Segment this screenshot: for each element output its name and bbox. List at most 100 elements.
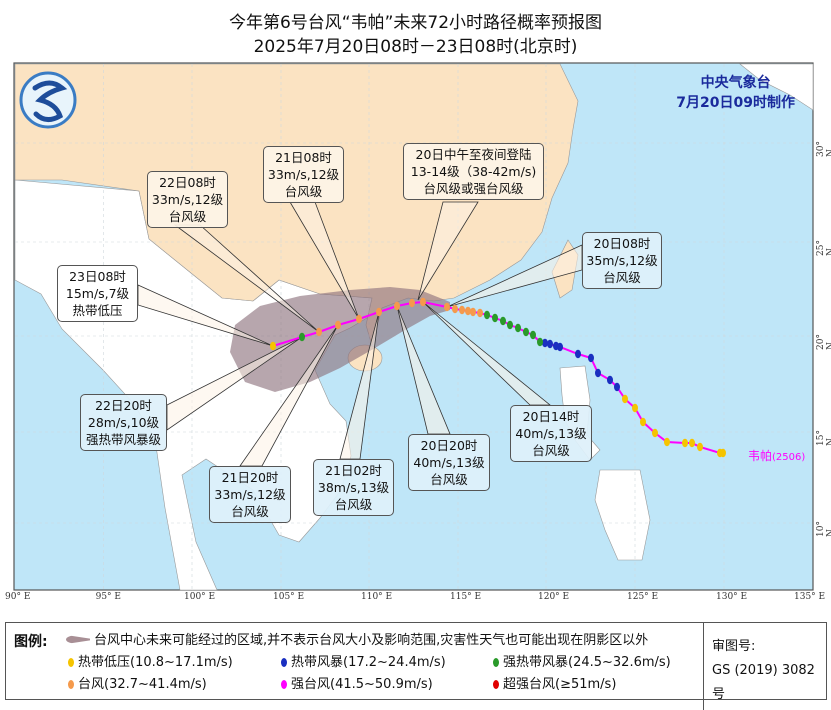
callout-category: 台风级 [334,497,373,512]
longitude-label: 125° E [627,592,659,602]
callout-time: 21日02时 [325,463,382,478]
latitude-label: 20° N [816,334,831,350]
typhoon-symbol-icon [493,680,499,689]
callout-pointer [137,284,274,347]
callout-wind: 40m/s,13级 [515,426,587,441]
track-point-icon [356,314,362,324]
latitude-label: 15° N [816,430,831,446]
track-point-icon [515,323,521,333]
longitude-label: 115° E [450,592,482,602]
longitude-label: 95° E [95,592,121,602]
track-point-icon [465,306,471,316]
callout-20-20: 20日20时 40m/s,13级 台风级 [408,434,490,491]
track-point-icon [652,428,658,438]
legend-cone-text: 台风中心未来可能经过的区域,并不表示台风大小及影响范围,灾害性天气也可能出现在阴… [94,633,649,648]
track-point-icon [697,442,703,452]
track-point-icon [477,308,483,318]
callout-21-08: 21日08时 33m/s,12级 台风级 [263,146,344,203]
legend-item-sts: 强热带风暴(24.5~32.6m/s) [493,651,671,670]
track-point-icon [537,337,543,347]
callout-23-08: 23日08时 15m/s,7级 热带低压 [57,265,138,322]
callout-wind: 15m/s,7级 [65,286,130,301]
track-point-icon [664,437,670,447]
legend-item-sty: 强台风(41.5~50.9m/s) [281,673,433,692]
track-point-icon [595,368,601,378]
track-point-icon [452,304,458,314]
callout-wind: 35m/s,12级 [586,253,658,268]
callout-category: 台风级 [284,184,323,199]
callout-wind: 40m/s,13级 [413,455,485,470]
track-point-icon [409,298,415,308]
agency-stamp: 中央气象台 7月20日09时制作 [676,73,795,113]
storm-label: 韦帕(2506) [748,447,805,464]
legend-item-ty: 台风(32.7~41.4m/s) [68,673,207,692]
callout-time: 21日20时 [221,470,279,485]
track-point-icon [542,338,548,348]
track-point-icon [507,320,513,330]
storm-number: (2506) [772,452,806,463]
map-subtitle: 2025年7月20日08时－23日08时(北京时) [253,37,578,57]
callout-22-20: 22日20时 28m/s,10级 强热带风暴级 [80,394,167,451]
latitude-label: 25° N [816,240,831,256]
legend-label: 热带风暴(17.2~24.4m/s) [291,655,446,670]
legend-item-td: 热带低压(10.8~17.1m/s) [68,651,233,670]
callout-time: 21日08时 [275,150,332,165]
track-point-icon [717,448,723,458]
callout-wind: 38m/s,13级 [317,480,390,495]
typhoon-symbol-icon [68,680,74,689]
callout-category: 台风级 [532,443,570,458]
track-point-icon [530,330,536,340]
callout-time: 20日中午至夜间登陆 [415,147,532,162]
track-point-icon [575,349,581,359]
callout-category: 台风级 [430,472,468,487]
track-point-icon [500,316,506,326]
callout-wind: 33m/s,12级 [151,192,224,207]
callout-wind: 33m/s,12级 [267,167,340,182]
callout-time: 20日14时 [522,409,580,424]
callout-category: 台风级 [168,209,207,224]
map-title: 今年第6号台风“韦帕”未来72小时路径概率预报图 [228,13,603,33]
track-point-icon [607,375,613,385]
track-points [270,297,726,458]
callout-pointers [137,201,583,467]
callout-category: 强热带风暴级 [85,432,161,447]
callout-landfall: 20日中午至夜间登陆 13-14级（38-42m/s) 台风级或强台风级 [403,143,544,200]
review-label: 审图号: [712,639,756,654]
callout-wind: 13-14级（38-42m/s) [410,164,537,179]
track-point-icon [335,320,341,330]
longitude-label: 135° E [794,592,826,602]
legend-heading: 图例: [14,634,48,650]
legend-label: 超强台风(≥51m/s) [503,677,617,692]
callout-category: 热带低压 [72,303,123,318]
track-point-icon [689,438,695,448]
legend-label: 强台风(41.5~50.9m/s) [291,677,433,692]
legend-item-ts: 热带风暴(17.2~24.4m/s) [281,651,446,670]
track-point-icon [523,327,529,337]
track-point-icon [459,305,465,315]
agency-name: 中央气象台 [700,75,771,91]
track-point-icon [484,310,490,320]
longitude-label: 110° E [361,592,393,602]
track-point-icon [553,341,559,351]
legend-cone-item: 台风中心未来可能经过的区域,并不表示台风大小及影响范围,灾害性天气也可能出现在阴… [66,629,648,648]
track-point-icon [614,382,620,392]
issue-time: 7月20日09时制作 [676,95,795,111]
callout-time: 22日08时 [159,175,216,190]
typhoon-symbol-icon [493,658,499,667]
track-point-icon [682,438,688,448]
legend-label: 强热带风暴(24.5~32.6m/s) [503,655,671,670]
callout-pointer [417,201,479,301]
japan-islands [739,63,814,111]
callout-22-08: 22日08时 33m/s,12级 台风级 [147,171,228,228]
track-point-icon [588,353,594,363]
map-review-number: 审图号: GS (2019) 3082号 [703,623,826,710]
callout-category: 台风级 [231,504,269,519]
track-point-icon [622,394,628,404]
track-point-icon [270,341,276,351]
latitude-label: 30° N [816,141,831,157]
typhoon-symbol-icon [281,680,287,689]
longitude-label: 90° E [5,592,31,602]
longitude-label: 120° E [538,592,570,602]
callout-time: 23日08时 [69,269,126,284]
track-point-icon [492,313,498,323]
